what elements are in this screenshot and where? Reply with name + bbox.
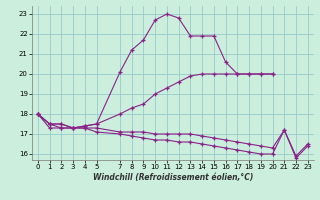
X-axis label: Windchill (Refroidissement éolien,°C): Windchill (Refroidissement éolien,°C) — [92, 173, 253, 182]
